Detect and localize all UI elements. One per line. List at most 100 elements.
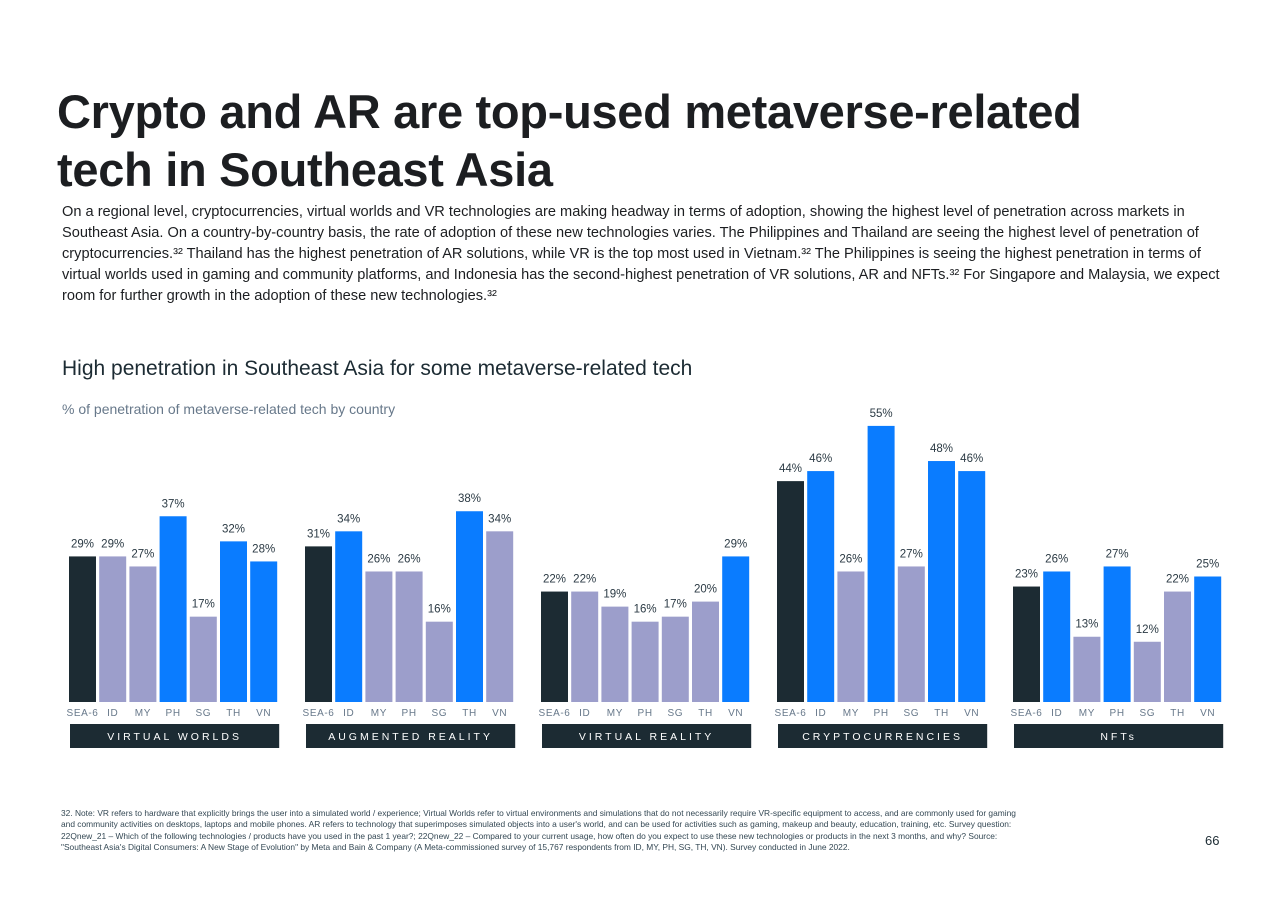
bar xyxy=(541,591,568,702)
bar xyxy=(129,566,157,702)
data-label: 26% xyxy=(367,553,390,565)
data-label: 17% xyxy=(192,599,215,611)
data-label: 46% xyxy=(809,453,832,465)
bar xyxy=(159,516,187,702)
intro-paragraph: On a regional level, cryptocurrencies, v… xyxy=(62,204,1220,304)
data-label: 34% xyxy=(488,513,511,525)
category-label: VN xyxy=(256,708,271,719)
bar xyxy=(1103,566,1131,702)
group-label: VIRTUAL WORLDS xyxy=(107,731,242,743)
bar xyxy=(220,541,247,702)
group-label-band xyxy=(70,724,280,748)
bar xyxy=(958,471,986,702)
data-label: 16% xyxy=(428,604,451,616)
bar xyxy=(69,556,96,702)
data-label: 48% xyxy=(930,443,953,455)
chart-title: High penetration in Southeast Asia for s… xyxy=(62,357,693,380)
bar xyxy=(1194,576,1222,702)
category-label: TH xyxy=(462,708,477,719)
bar xyxy=(571,591,599,702)
category-label: TH xyxy=(934,708,949,719)
category-label: PH xyxy=(1110,708,1125,719)
group-label: VIRTUAL REALITY xyxy=(579,731,714,743)
data-label: 22% xyxy=(1166,574,1189,586)
category-label: ID xyxy=(343,708,354,719)
category-label: ID xyxy=(107,708,118,719)
data-label: 31% xyxy=(307,528,330,540)
data-label: 23% xyxy=(1015,569,1038,581)
bar xyxy=(807,471,835,702)
category-label: SG xyxy=(431,708,447,719)
bar xyxy=(1013,586,1040,702)
bar xyxy=(897,566,925,702)
data-label: 26% xyxy=(398,553,421,565)
data-label: 37% xyxy=(162,498,185,510)
category-label: SG xyxy=(1139,708,1155,719)
bar xyxy=(425,621,453,702)
category-label: VN xyxy=(1200,708,1215,719)
data-label: 22% xyxy=(573,574,596,586)
category-label: SEA-6 xyxy=(67,708,99,719)
category-label: SG xyxy=(667,708,683,719)
category-label: SG xyxy=(903,708,919,719)
bar xyxy=(601,606,629,702)
category-label: VN xyxy=(492,708,507,719)
category-label: MY xyxy=(1079,708,1095,719)
group-label-band xyxy=(306,724,516,748)
category-label: MY xyxy=(135,708,151,719)
page-title-line: Crypto and AR are top-used metaverse-rel… xyxy=(57,85,1082,139)
data-label: 17% xyxy=(664,599,687,611)
bar xyxy=(365,571,393,702)
data-label: 27% xyxy=(1106,548,1129,560)
data-label: 55% xyxy=(870,408,893,420)
category-label: SEA-6 xyxy=(775,708,807,719)
category-label: MY xyxy=(607,708,623,719)
category-label: VN xyxy=(964,708,979,719)
category-label: MY xyxy=(371,708,387,719)
footnote-line: "Southeast Asia's Digital Consumers: A N… xyxy=(61,841,850,852)
bar xyxy=(1133,641,1161,702)
footnote: 32. Note: VR refers to hardware that exp… xyxy=(61,808,1171,853)
category-label: SEA-6 xyxy=(303,708,335,719)
bar xyxy=(777,481,804,702)
category-label: PH xyxy=(638,708,653,719)
data-label: 22% xyxy=(543,574,566,586)
group-label-band xyxy=(778,724,988,748)
bar xyxy=(837,571,865,702)
bar xyxy=(692,601,719,702)
bar xyxy=(189,616,217,702)
category-label: TH xyxy=(698,708,713,719)
data-label: 28% xyxy=(252,543,275,555)
category-label: VN xyxy=(728,708,743,719)
category-label: MY xyxy=(843,708,859,719)
data-label: 38% xyxy=(458,493,481,505)
bar xyxy=(928,461,955,702)
data-label: 29% xyxy=(724,538,747,550)
group-label: CRYPTOCURRENCIES xyxy=(802,731,963,743)
category-label: PH xyxy=(874,708,889,719)
category-label: ID xyxy=(579,708,590,719)
bar xyxy=(335,531,363,702)
category-label: SEA-6 xyxy=(1011,708,1043,719)
page-title-line: tech in Southeast Asia xyxy=(57,143,553,197)
footnote-line: 22Qnew_21 – Which of the following techn… xyxy=(61,830,998,841)
data-label: 20% xyxy=(694,584,717,596)
category-label: TH xyxy=(1170,708,1185,719)
data-label: 29% xyxy=(101,538,124,550)
category-label: ID xyxy=(815,708,826,719)
bar xyxy=(456,511,483,702)
group-label: AUGMENTED REALITY xyxy=(328,731,493,743)
data-label: 12% xyxy=(1136,624,1159,636)
category-label: PH xyxy=(166,708,181,719)
data-label: 13% xyxy=(1075,619,1098,631)
bar xyxy=(1073,636,1101,702)
category-label: PH xyxy=(402,708,417,719)
category-label: SEA-6 xyxy=(539,708,571,719)
footnote-line: and community activities on desktops, la… xyxy=(61,819,1012,830)
bar xyxy=(867,425,895,702)
page-title: Crypto and AR are top-used metaverse-rel… xyxy=(57,83,1157,199)
data-label: 25% xyxy=(1196,559,1219,571)
data-label: 32% xyxy=(222,523,245,535)
data-label: 26% xyxy=(839,553,862,565)
